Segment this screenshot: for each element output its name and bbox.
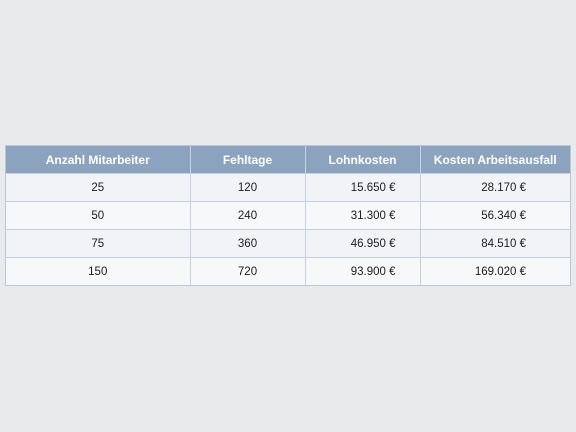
table-row: 75 360 46.950 € 84.510 € — [6, 229, 570, 258]
cell-wage-costs: 93.900 € — [305, 257, 421, 285]
cell-absence-days: 120 — [190, 173, 306, 202]
cell-employees: 25 — [6, 173, 191, 202]
cost-table: Anzahl Mitarbeiter Fehltage Lohnkosten K… — [5, 145, 571, 286]
column-header-downtime-costs: Kosten Arbeitsausfall — [420, 146, 570, 174]
cell-wage-costs: 31.300 € — [305, 201, 421, 230]
cell-downtime-costs: 169.020 € — [420, 257, 570, 285]
column-header-wage-costs: Lohnkosten — [305, 146, 421, 174]
cell-employees: 50 — [6, 201, 191, 230]
cell-employees: 75 — [6, 229, 191, 258]
cost-table-grid: Anzahl Mitarbeiter Fehltage Lohnkosten K… — [6, 146, 570, 285]
cell-absence-days: 240 — [190, 201, 306, 230]
column-header-employees: Anzahl Mitarbeiter — [6, 146, 191, 174]
table-body: 25 120 15.650 € 28.170 € 50 240 31.300 €… — [6, 173, 570, 285]
cell-wage-costs: 15.650 € — [305, 173, 421, 202]
column-header-absence-days: Fehltage — [190, 146, 306, 174]
cell-absence-days: 720 — [190, 257, 306, 285]
header-row: Anzahl Mitarbeiter Fehltage Lohnkosten K… — [6, 146, 570, 174]
table-row: 25 120 15.650 € 28.170 € — [6, 173, 570, 202]
cell-downtime-costs: 84.510 € — [420, 229, 570, 258]
cell-downtime-costs: 56.340 € — [420, 201, 570, 230]
table-header: Anzahl Mitarbeiter Fehltage Lohnkosten K… — [6, 146, 570, 174]
table-row: 50 240 31.300 € 56.340 € — [6, 201, 570, 230]
cell-wage-costs: 46.950 € — [305, 229, 421, 258]
cell-absence-days: 360 — [190, 229, 306, 258]
cell-downtime-costs: 28.170 € — [420, 173, 570, 202]
table-row: 150 720 93.900 € 169.020 € — [6, 257, 570, 285]
cell-employees: 150 — [6, 257, 191, 285]
